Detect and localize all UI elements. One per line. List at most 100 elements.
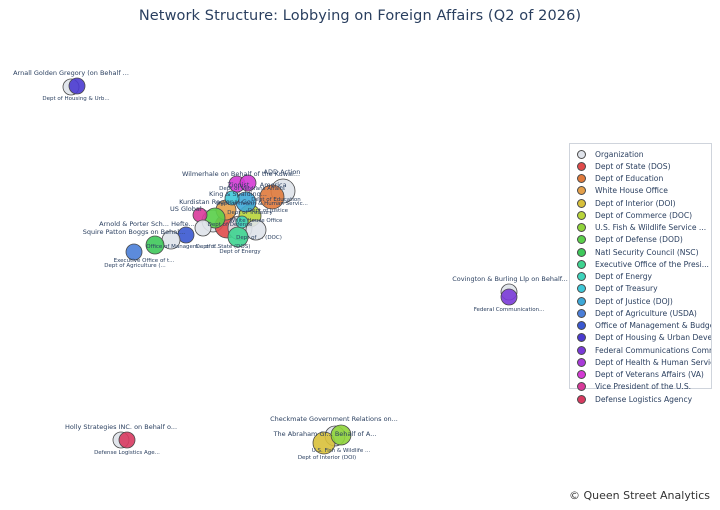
legend-label: Dept of Housing & Urban Devel...: [595, 333, 711, 343]
agency-label: Dept of Health & Human Servic...: [216, 201, 308, 207]
legend-label: Dept of Education: [595, 174, 664, 184]
agency-label: Dept of Interior (DOI): [298, 455, 356, 461]
agency-label: Dept of Defense: [208, 222, 253, 228]
legend-item[interactable]: Dept of Energy: [570, 271, 711, 283]
legend-marker: [577, 174, 586, 184]
agency-node[interactable]: [500, 288, 518, 306]
agency-node[interactable]: [68, 77, 86, 95]
legend-marker: [577, 321, 586, 331]
legend-label: Dept of Energy: [595, 272, 653, 282]
organization-label: ADD Action: [264, 168, 301, 176]
legend-label: White House Office: [595, 186, 668, 196]
agency-label: Office of Managem... of t...: [146, 244, 220, 250]
legend-item[interactable]: Dept of Justice (DOJ): [570, 295, 711, 307]
legend-label: Office of Management & Budget...: [595, 321, 711, 331]
agency-label: Dept of Housing & Urb...: [42, 96, 109, 102]
legend-marker: [577, 394, 586, 404]
agency-label: Dept of Agriculture (...: [104, 263, 166, 269]
legend-marker: [577, 345, 586, 355]
footer-credit: © Queen Street Analytics: [568, 489, 710, 502]
legend-label: Dept of Veterans Affairs (VA): [595, 370, 704, 380]
legend-marker: [577, 296, 586, 306]
organization-node[interactable]: [245, 219, 267, 241]
legend-item[interactable]: Dept of Commerce (DOC): [570, 209, 711, 221]
legend-label: Defense Logistics Agency: [595, 394, 693, 404]
legend-label: Dept of Commerce (DOC): [595, 210, 693, 220]
legend-marker: [577, 272, 586, 282]
legend-label: Dept of Agriculture (USDA): [595, 308, 697, 318]
legend-marker: [577, 223, 586, 233]
agency-label: Executive Office of t...: [114, 258, 175, 264]
legend-label: Organization: [595, 149, 644, 159]
legend-item[interactable]: Dept of Housing & Urban Devel...: [570, 332, 711, 344]
organization-label: Zionist ... America: [227, 181, 286, 189]
legend-item[interactable]: Dept of Agriculture (USDA): [570, 307, 711, 319]
legend-marker: [577, 235, 586, 245]
legend-item[interactable]: Dept of Interior (DOI): [570, 197, 711, 209]
legend-marker: [577, 259, 586, 269]
agency-label: U.S. Fish & Wildlife ...: [312, 448, 371, 454]
legend-marker: [577, 210, 586, 220]
legend-item[interactable]: Vice President of the U.S.: [570, 381, 711, 393]
legend-marker: [577, 247, 586, 257]
organization-label: The Abraham Gr... Behalf of A...: [273, 430, 377, 438]
legend-item[interactable]: Office of Management & Budget...: [570, 320, 711, 332]
organization-label: Covington & Burling Llp on Behalf...: [452, 275, 568, 283]
agency-label: Defense Logistics Age...: [94, 450, 160, 456]
legend-item[interactable]: Executive Office of the Presi...: [570, 258, 711, 270]
legend-label: Executive Office of the Presi...: [595, 259, 709, 269]
agency-label: Dept of State (DOS): [196, 244, 251, 250]
agency-node[interactable]: [259, 184, 285, 210]
organization-node[interactable]: [194, 219, 212, 237]
agency-label: Dept of Justice: [248, 208, 289, 214]
legend-marker: [577, 198, 586, 208]
organization-label: Squire Patton Boggs on Behal...: [83, 228, 186, 236]
organization-label: Holly Strategies INC. on Behalf o...: [65, 423, 177, 431]
organization-label: Checkmate Government Relations on...: [270, 415, 398, 423]
organization-label: Wilmerhale on Behalf of the Kuwai...: [182, 170, 300, 178]
legend-label: Dept of Interior (DOI): [595, 198, 676, 208]
legend-item[interactable]: Defense Logistics Agency: [570, 393, 711, 405]
legend-label: Dept of Health & Human Servic...: [595, 357, 711, 367]
legend-item[interactable]: Federal Communications Commis...: [570, 344, 711, 356]
agency-label: Dept of ... (DOC): [236, 235, 282, 241]
legend-item[interactable]: Organization: [570, 148, 711, 160]
legend-label: Vice President of the U.S.: [595, 382, 692, 392]
legend-label: Dept of Justice (DOJ): [595, 296, 673, 306]
organization-label: Arnall Golden Gregory (on Behalf ...: [13, 69, 129, 77]
legend-marker: [577, 333, 586, 343]
agency-node[interactable]: [145, 235, 165, 255]
agency-label: Dept of Treasury: [227, 210, 273, 216]
agency-node[interactable]: [330, 424, 352, 446]
agency-label: Federal Communication...: [474, 307, 545, 313]
chart-title: Network Structure: Lobbying on Foreign A…: [138, 8, 582, 24]
legend-item[interactable]: Dept of Treasury: [570, 283, 711, 295]
legend-item[interactable]: Dept of Defense (DOD): [570, 234, 711, 246]
legend-label: Federal Communications Commis...: [595, 345, 711, 355]
legend-label: Dept of Treasury: [595, 284, 658, 294]
agency-label: Dept of Veterans Affairs: [219, 186, 285, 192]
legend-marker: [577, 161, 586, 171]
legend-item[interactable]: Dept of Veterans Affairs (VA): [570, 369, 711, 381]
agency-label: Dept of Energy: [219, 249, 261, 255]
agency-node[interactable]: [235, 215, 249, 229]
agency-node[interactable]: [224, 190, 240, 206]
legend-item[interactable]: Dept of Education: [570, 173, 711, 185]
legend-item[interactable]: Natl Security Council (NSC): [570, 246, 711, 258]
agency-node[interactable]: [239, 174, 257, 192]
legend-item[interactable]: White House Office: [570, 185, 711, 197]
agency-node[interactable]: [118, 431, 136, 449]
agency-node[interactable]: [227, 226, 249, 248]
legend-marker: [577, 308, 586, 318]
legend-item[interactable]: U.S. Fish & Wildlife Service ...: [570, 222, 711, 234]
legend-label: Dept of State (DOS): [595, 161, 671, 171]
legend-item[interactable]: Dept of State (DOS): [570, 160, 711, 172]
agency-label: Dept of Education: [251, 197, 301, 203]
organization-label: King & Spalding...: [209, 190, 267, 198]
legend-item[interactable]: Dept of Health & Human Servic...: [570, 356, 711, 368]
organization-label: Arnold & Porter Sch... Hefte...: [99, 220, 195, 228]
organization-label: Kurdistan Regional Go...: [179, 198, 257, 206]
legend-marker: [577, 284, 586, 294]
agency-node[interactable]: [125, 243, 143, 261]
